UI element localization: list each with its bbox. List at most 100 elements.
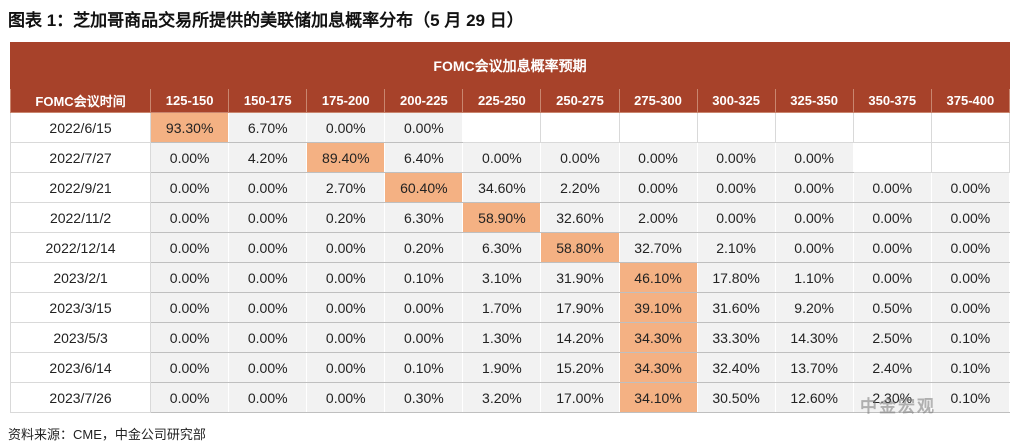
- value-cell: 0.00%: [852, 172, 932, 203]
- empty-cell: [930, 112, 1011, 143]
- value-cell: 0.00%: [384, 292, 464, 323]
- data-row: 2023/7/26 0.00% 0.00% 0.00% 0.30% 3.20% 17.00%…: [9, 382, 1011, 413]
- value-cell: 0.00%: [228, 352, 308, 383]
- value-cell: 0.00%: [696, 142, 776, 173]
- value-cell: 0.00%: [150, 352, 230, 383]
- value-cell: 0.00%: [774, 142, 854, 173]
- value-cell: 0.00%: [696, 172, 776, 203]
- value-cell: 0.00%: [306, 322, 386, 353]
- band-cell: FOMC会议加息概率预期: [10, 42, 1010, 89]
- value-cell: 0.00%: [930, 202, 1011, 233]
- date-cell: 2022/12/14: [9, 232, 152, 263]
- value-cell: 13.70%: [774, 352, 854, 383]
- value-cell: 0.00%: [150, 292, 230, 323]
- date-cell: 2022/11/2: [9, 202, 152, 233]
- data-row: 2023/6/14 0.00% 0.00% 0.00% 0.10% 1.90% 15.20%…: [9, 352, 1011, 383]
- value-cell: 39.10%: [618, 292, 698, 323]
- value-cell: 6.30%: [462, 232, 542, 263]
- data-row: 2022/7/27 0.00% 4.20% 89.40% 6.40% 0.00% 0.00%…: [9, 142, 1011, 173]
- value-cell: 0.00%: [852, 262, 932, 293]
- value-cell: 0.10%: [930, 352, 1011, 383]
- empty-cell: [462, 112, 542, 143]
- value-cell: 0.00%: [306, 262, 386, 293]
- value-cell: 0.00%: [930, 172, 1011, 203]
- header-cell: 325-350: [774, 88, 854, 113]
- value-cell: 2.70%: [306, 172, 386, 203]
- value-cell: 0.00%: [228, 382, 308, 413]
- value-cell: 58.80%: [540, 232, 620, 263]
- value-cell: 0.00%: [306, 352, 386, 383]
- value-cell: 0.00%: [306, 292, 386, 323]
- value-cell: 0.00%: [228, 202, 308, 233]
- header-cell: 200-225: [384, 88, 464, 113]
- value-cell: 0.10%: [930, 322, 1011, 353]
- value-cell: 6.40%: [384, 142, 464, 173]
- value-cell: 0.00%: [150, 202, 230, 233]
- empty-cell: [930, 142, 1011, 173]
- date-cell: 2023/2/1: [9, 262, 152, 293]
- value-cell: 0.00%: [774, 232, 854, 263]
- value-cell: 17.00%: [540, 382, 620, 413]
- value-cell: 0.10%: [384, 352, 464, 383]
- value-cell: 31.90%: [540, 262, 620, 293]
- value-cell: 4.20%: [228, 142, 308, 173]
- value-cell: 2.00%: [618, 202, 698, 233]
- value-cell: 34.30%: [618, 352, 698, 383]
- header-row: FOMC会议时间 125-150 150-175 175-200 200-225 225-…: [9, 88, 1011, 113]
- data-row: 2023/3/15 0.00% 0.00% 0.00% 0.00% 1.70% 17.90%…: [9, 292, 1011, 323]
- data-row: 2022/12/14 0.00% 0.00% 0.00% 0.20% 6.30% 58.80…: [9, 232, 1011, 263]
- value-cell: 0.00%: [852, 232, 932, 263]
- value-cell: 0.00%: [774, 172, 854, 203]
- date-cell: 2023/6/14: [9, 352, 152, 383]
- value-cell: 14.20%: [540, 322, 620, 353]
- data-row: 2023/5/3 0.00% 0.00% 0.00% 0.00% 1.30% 14.20% 3…: [9, 322, 1011, 353]
- value-cell: 34.60%: [462, 172, 542, 203]
- value-cell: 15.20%: [540, 352, 620, 383]
- header-cell: 150-175: [228, 88, 308, 113]
- date-cell: 2022/9/21: [9, 172, 152, 203]
- value-cell: 0.00%: [150, 322, 230, 353]
- value-cell: 0.00%: [930, 232, 1011, 263]
- value-cell: 0.10%: [930, 382, 1011, 413]
- value-cell: 0.00%: [618, 142, 698, 173]
- header-cell: 175-200: [306, 88, 386, 113]
- value-cell: 31.60%: [696, 292, 776, 323]
- header-cell: FOMC会议时间: [9, 88, 152, 113]
- value-cell: 1.30%: [462, 322, 542, 353]
- value-cell: 0.00%: [228, 292, 308, 323]
- title: 图表 1：芝加哥商品交易所提供的美联储加息概率分布（5 月 29 日）: [8, 11, 524, 30]
- empty-cell: [774, 112, 854, 143]
- value-cell: 0.00%: [150, 232, 230, 263]
- value-cell: 58.90%: [462, 202, 542, 233]
- value-cell: 34.30%: [618, 322, 698, 353]
- empty-cell: [618, 112, 698, 143]
- value-cell: 0.00%: [150, 382, 230, 413]
- data-row: 2023/2/1 0.00% 0.00% 0.00% 0.10% 3.10% 31.90% 4…: [9, 262, 1011, 293]
- data-row: 2022/11/2 0.00% 0.00% 0.20% 6.30% 58.90% 32.60…: [9, 202, 1011, 233]
- value-cell: 32.70%: [618, 232, 698, 263]
- value-cell: 0.00%: [228, 262, 308, 293]
- value-cell: 0.20%: [384, 232, 464, 263]
- probability-table: FOMC会议加息概率预期 FOMC会议时间 125-150 150-175 175-20…: [9, 42, 1011, 413]
- value-cell: 0.00%: [384, 112, 464, 143]
- value-cell: 46.10%: [618, 262, 698, 293]
- value-cell: 0.00%: [306, 232, 386, 263]
- empty-cell: [852, 142, 932, 173]
- value-cell: 0.10%: [384, 262, 464, 293]
- value-cell: 14.30%: [774, 322, 854, 353]
- value-cell: 0.00%: [306, 112, 386, 143]
- value-cell: 0.00%: [930, 292, 1011, 323]
- value-cell: 60.40%: [384, 172, 464, 203]
- value-cell: 32.40%: [696, 352, 776, 383]
- value-cell: 1.90%: [462, 352, 542, 383]
- value-cell: 0.00%: [306, 382, 386, 413]
- band-row: FOMC会议加息概率预期: [10, 42, 1010, 89]
- value-cell: 6.70%: [228, 112, 308, 143]
- value-cell: 0.00%: [384, 322, 464, 353]
- data-row: 2022/9/21 0.00% 0.00% 2.70% 60.40% 34.60% 2.20…: [9, 172, 1011, 203]
- value-cell: 6.30%: [384, 202, 464, 233]
- value-cell: 2.10%: [696, 232, 776, 263]
- value-cell: 3.20%: [462, 382, 542, 413]
- value-cell: 0.00%: [150, 262, 230, 293]
